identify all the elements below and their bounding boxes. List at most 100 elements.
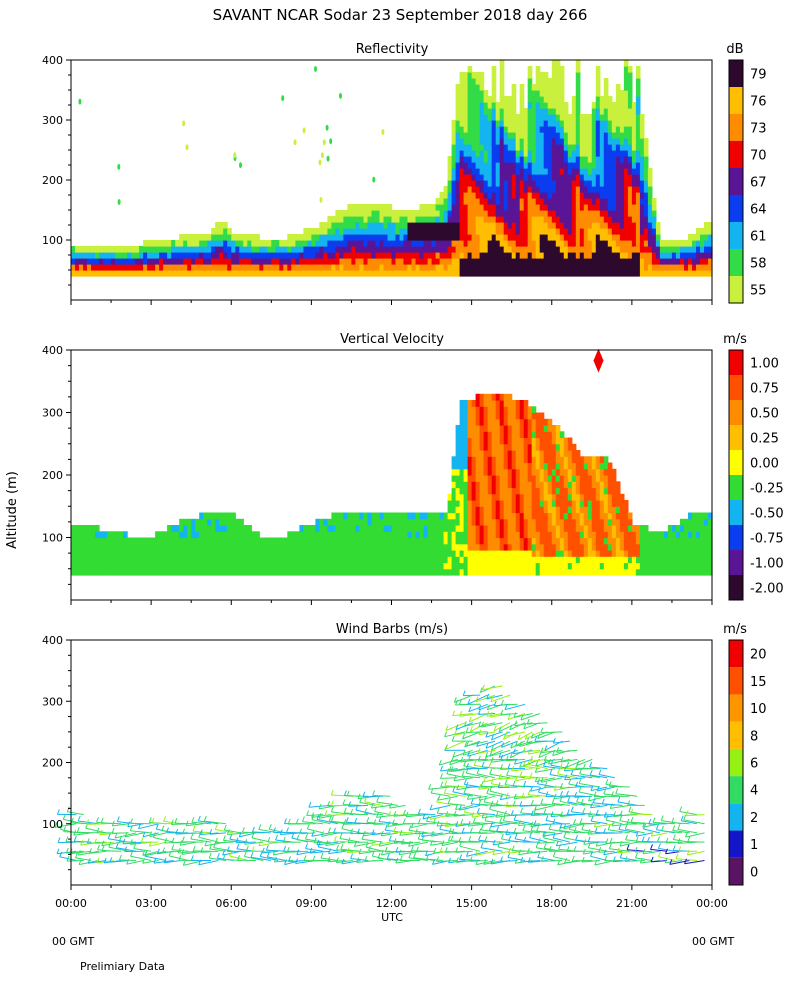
velocity-cell	[555, 550, 561, 557]
reflectivity-cell	[539, 240, 545, 247]
velocity-cell	[427, 518, 433, 526]
velocity-cell	[475, 512, 481, 520]
reflectivity-cell	[275, 270, 280, 277]
reflectivity-cell	[467, 120, 473, 127]
reflectivity-cell	[623, 114, 629, 121]
velocity-cell	[475, 437, 481, 445]
velocity-cell	[111, 562, 116, 570]
velocity-cell	[223, 562, 228, 570]
velocity-cell	[163, 543, 168, 551]
velocity-cell	[307, 562, 312, 570]
velocity-cell	[443, 556, 449, 564]
reflectivity-cell	[595, 114, 601, 121]
velocity-cell	[227, 537, 232, 545]
velocity-cell	[407, 550, 413, 557]
reflectivity-cell	[587, 150, 593, 157]
velocity-cell	[531, 506, 537, 514]
reflectivity-cell	[475, 210, 481, 217]
reflectivity-cell	[251, 234, 256, 241]
velocity-cell	[688, 562, 693, 570]
velocity-cell	[651, 556, 657, 564]
reflectivity-cell	[499, 270, 505, 277]
reflectivity-cell	[591, 258, 597, 265]
reflectivity-cell	[623, 156, 629, 163]
velocity-cell	[700, 556, 705, 564]
reflectivity-cell	[543, 204, 549, 211]
reflectivity-cell	[531, 162, 537, 169]
reflectivity-cell	[563, 210, 569, 217]
reflectivity-cell	[299, 246, 304, 253]
reflectivity-cell	[563, 156, 569, 163]
reflectivity-cell	[591, 246, 597, 253]
wind-barb-feather	[161, 825, 165, 831]
reflectivity-cell	[491, 108, 497, 115]
reflectivity-cell	[575, 174, 581, 181]
reflectivity-cell	[531, 198, 537, 205]
velocity-cell	[627, 568, 633, 576]
velocity-cell	[451, 475, 457, 482]
reflectivity-cell	[551, 72, 557, 79]
reflectivity-cell	[539, 156, 545, 163]
reflectivity-cell	[199, 234, 204, 241]
reflectivity-cell	[435, 222, 441, 229]
reflectivity-cell	[155, 246, 160, 253]
reflectivity-cell	[563, 108, 569, 115]
reflectivity-cell	[343, 240, 348, 247]
reflectivity-cell	[271, 258, 276, 265]
reflectivity-cell	[463, 168, 469, 175]
velocity-cell	[595, 500, 601, 507]
reflectivity-cell	[151, 270, 156, 277]
reflectivity-cell	[563, 246, 569, 253]
reflectivity-cell	[623, 204, 629, 211]
velocity-cell	[539, 456, 545, 464]
reflectivity-cell	[215, 270, 220, 277]
reflectivity-cell	[607, 252, 613, 259]
velocity-cell	[587, 512, 593, 520]
reflectivity-cell	[619, 252, 625, 259]
reflectivity-cell	[455, 240, 461, 247]
velocity-cell	[475, 562, 481, 570]
velocity-cell	[463, 475, 469, 482]
reflectivity-cell	[279, 258, 284, 265]
wind-barb-feather	[190, 833, 194, 840]
reflectivity-cell	[535, 120, 541, 127]
reflectivity-cell	[343, 270, 348, 277]
reflectivity-cell	[375, 204, 381, 211]
reflectivity-cell	[327, 216, 332, 223]
reflectivity-cell	[635, 168, 641, 175]
velocity-cell	[251, 556, 256, 564]
reflectivity-cell	[700, 228, 705, 235]
reflectivity-cell	[571, 138, 577, 145]
reflectivity-cell	[571, 102, 577, 109]
velocity-cell	[307, 531, 312, 539]
velocity-cell	[383, 518, 389, 526]
reflectivity-cell	[619, 198, 625, 205]
wind-barb	[75, 857, 92, 861]
reflectivity-cell	[415, 216, 421, 223]
velocity-cell	[95, 531, 100, 539]
velocity-cell	[539, 412, 545, 420]
velocity-cell	[511, 562, 517, 570]
velocity-cell	[543, 512, 549, 520]
reflectivity-cell	[131, 264, 136, 271]
reflectivity-cell	[692, 258, 697, 265]
velocity-cell	[692, 568, 697, 576]
reflectivity-cell	[495, 258, 501, 265]
reflectivity-speck	[117, 163, 121, 170]
wind-barb	[209, 857, 226, 861]
reflectivity-cell	[555, 132, 561, 139]
reflectivity-cell	[627, 228, 633, 235]
velocity-cell	[531, 450, 537, 457]
reflectivity-cell	[623, 126, 629, 133]
reflectivity-cell	[499, 222, 505, 229]
velocity-cell	[499, 537, 505, 545]
reflectivity-cell	[507, 192, 513, 199]
reflectivity-cell	[567, 156, 573, 163]
velocity-cell	[323, 550, 328, 557]
velocity-cell	[571, 512, 577, 520]
velocity-cell	[471, 506, 477, 514]
velocity-cell	[215, 512, 220, 520]
reflectivity-cell	[487, 150, 493, 157]
reflectivity-cell	[439, 264, 445, 271]
velocity-cell	[247, 543, 252, 551]
